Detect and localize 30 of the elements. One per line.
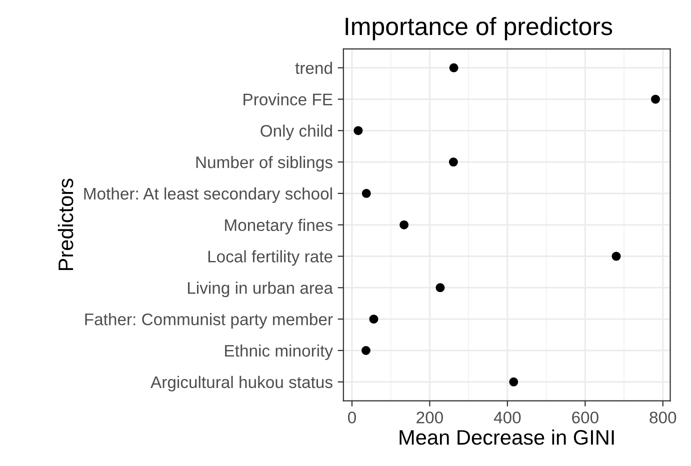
point (651, 94, 660, 104)
y-tick-label: Living in urban area (188, 282, 334, 298)
y-tick-label: Argicultural hukou status (150, 376, 332, 392)
x-tick-label: 0 (348, 412, 356, 424)
y-tick-label: Father: Communist party member (85, 313, 333, 329)
y-tick-label: Local fertility rate (208, 250, 332, 266)
chart-title: Importance of predictors (346, 16, 612, 40)
y-tick-label: Number of siblings (196, 156, 332, 172)
point (354, 126, 363, 136)
point (369, 314, 378, 324)
point (361, 346, 370, 355)
x-tick-label: 200 (416, 412, 443, 424)
y-axis-title: Predictors (58, 178, 74, 270)
x-tick-label: 800 (650, 412, 676, 424)
y-tick-label: Monetary fines (225, 218, 332, 234)
x-axis-title: Mean Decrease in GINI (400, 429, 614, 445)
y-tick-label: Province FE (244, 93, 332, 106)
point (509, 377, 518, 386)
point (612, 252, 621, 261)
point (449, 63, 458, 72)
y-tick-label: Mother: At least secondary school (84, 187, 332, 203)
x-tick-label: 400 (494, 412, 521, 424)
x-tick-label: 600 (572, 412, 598, 424)
y-tick-label: Ethnic minority (225, 344, 333, 360)
y-tick-label: trend (295, 62, 332, 74)
point (400, 220, 409, 230)
y-tick-label: Only child (260, 124, 332, 140)
point (436, 283, 445, 292)
point (362, 188, 371, 198)
point (448, 158, 458, 167)
